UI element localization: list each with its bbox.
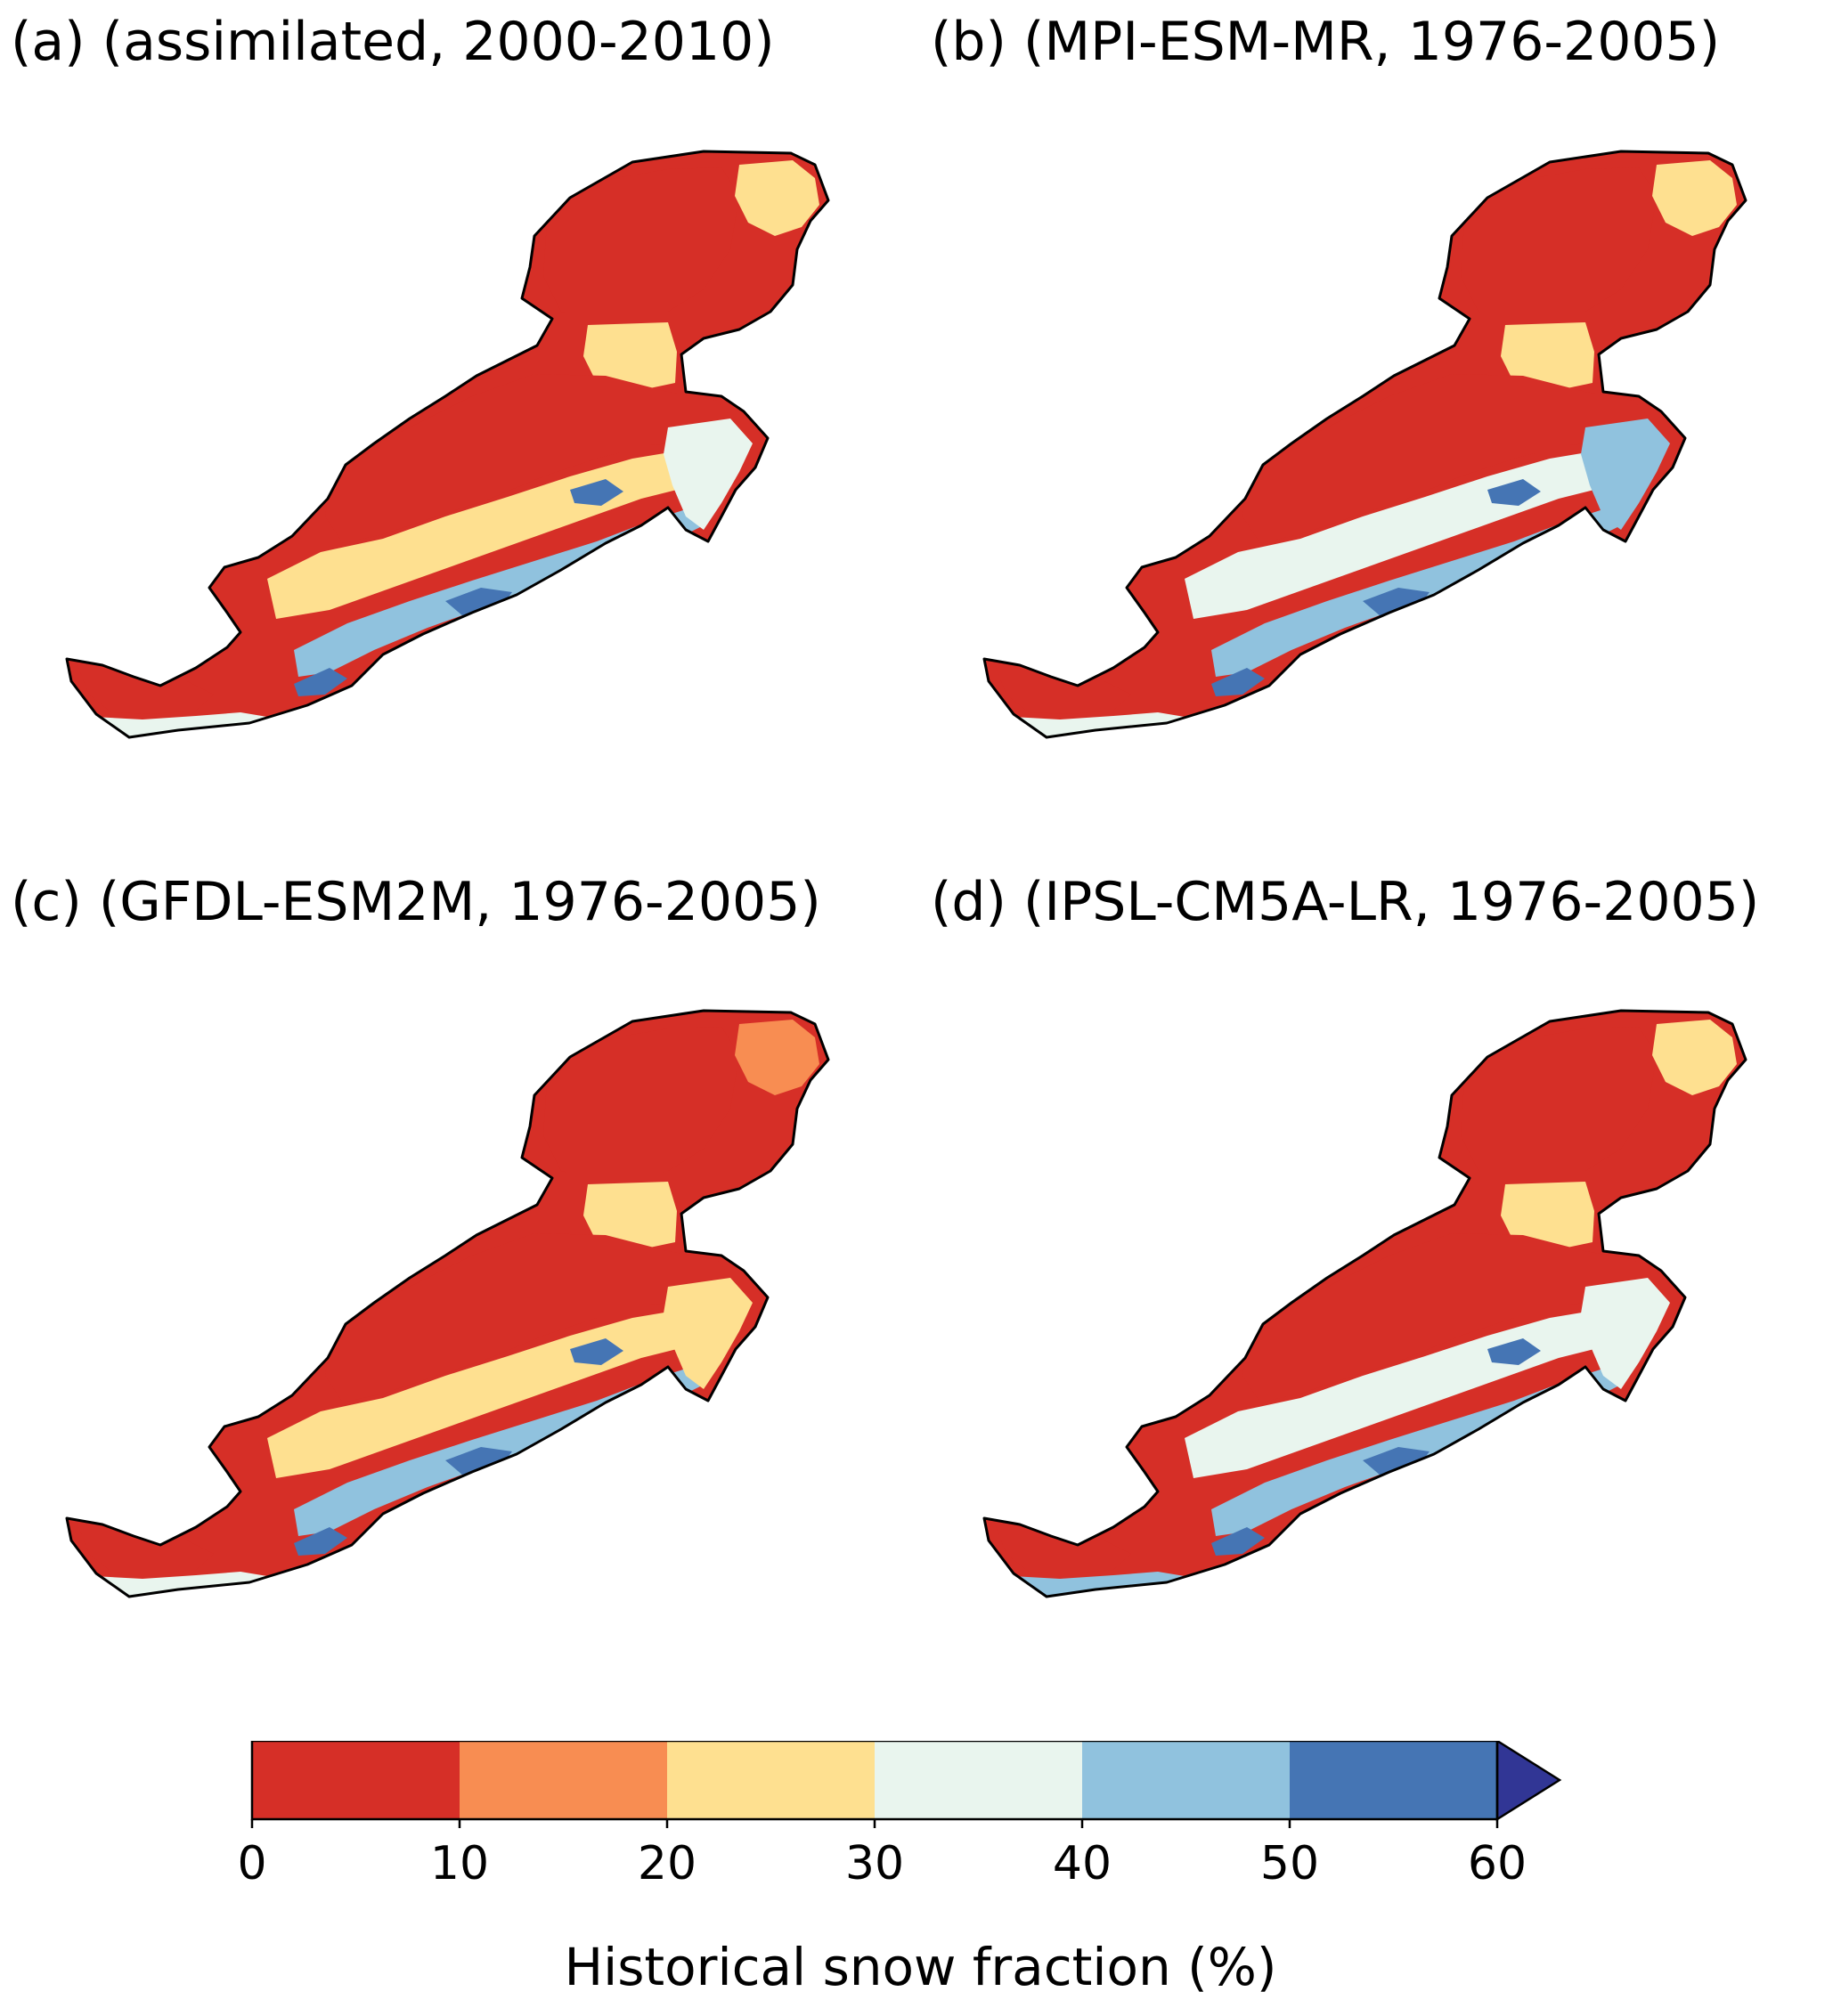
snow-fraction-region-south-deep-spots <box>294 1338 623 1556</box>
snow-fraction-region-north-lobe <box>1461 1027 1657 1184</box>
snow-fraction-region-east-arm <box>1581 1278 1670 1389</box>
colorbar-segment <box>1082 1741 1290 1819</box>
snow-fraction-region-north-east-edge <box>1652 160 1737 236</box>
colorbar <box>250 1741 1562 1828</box>
snow-fraction-region-southwest-edge <box>94 712 267 737</box>
snow-fraction-region-neck <box>1501 322 1594 390</box>
basin-outline <box>982 150 1747 739</box>
snow-fraction-region-east-arm <box>1581 419 1670 530</box>
snow-fraction-region-southwest-lobe <box>993 661 1131 714</box>
panel-b-title: (b) (MPI-ESM-MR, 1976-2005) <box>931 11 1721 73</box>
panel-d-title: (d) (IPSL-CM5A-LR, 1976-2005) <box>931 871 1760 933</box>
panel-a-map <box>65 150 830 739</box>
snow-fraction-region-east-arm <box>664 1278 753 1389</box>
snow-fraction-region-north-east-edge <box>1652 1020 1737 1095</box>
snow-fraction-region-south-deep-spots <box>294 479 623 696</box>
panel-d-map <box>982 1009 1747 1598</box>
snow-fraction-region-upper-central <box>325 374 739 543</box>
colorbar-segment <box>667 1741 875 1819</box>
panel-a-title: (a) (assimilated, 2000-2010) <box>11 11 775 73</box>
colorbar-tick-label: 20 <box>637 1837 697 1890</box>
snow-fraction-region-southwest-edge <box>94 1572 267 1597</box>
colorbar-tick-label: 0 <box>237 1837 267 1890</box>
colorbar-segment <box>252 1741 460 1819</box>
colorbar-label: Historical snow fraction (%) <box>564 1937 1277 1997</box>
snow-fraction-region-southwest-edge <box>1011 1572 1185 1597</box>
colorbar-segment <box>460 1741 667 1819</box>
snow-fraction-region-southwest-edge <box>1011 712 1185 737</box>
colorbar-extend-arrow <box>1495 1741 1562 1822</box>
basin-outline <box>982 1009 1747 1598</box>
snow-fraction-region-north-lobe <box>543 1027 739 1184</box>
colorbar-tick-label: 60 <box>1467 1837 1527 1890</box>
basin-outline <box>65 150 830 739</box>
panel-b-map <box>982 150 1747 739</box>
colorbar-segment <box>1290 1741 1497 1819</box>
snow-fraction-region-north-east-edge <box>735 1020 819 1095</box>
snow-fraction-region-neck <box>1501 1182 1594 1249</box>
snow-fraction-region-upper-central <box>1242 1233 1657 1402</box>
snow-fraction-region-southwest-lobe <box>76 1520 214 1573</box>
snow-fraction-region-southwest-lobe <box>76 661 214 714</box>
colorbar-tick-label: 40 <box>1052 1837 1112 1890</box>
panel-c-title: (c) (GFDL-ESM2M, 1976-2005) <box>11 871 821 933</box>
basin-outline <box>65 1009 830 1598</box>
snow-fraction-region-neck <box>583 322 677 390</box>
snow-fraction-region-north-lobe <box>1461 167 1657 325</box>
colorbar-tick-label: 10 <box>429 1837 490 1890</box>
panel-c-map <box>65 1009 830 1598</box>
snow-fraction-region-south-deep-spots <box>1211 479 1541 696</box>
colorbar-tick-label: 50 <box>1259 1837 1320 1890</box>
snow-fraction-region-north-lobe <box>543 167 739 325</box>
snow-fraction-region-neck <box>583 1182 677 1249</box>
colorbar-tick-label: 30 <box>844 1837 905 1890</box>
snow-fraction-region-south-deep-spots <box>1211 1338 1541 1556</box>
snow-fraction-region-southwest-lobe <box>993 1520 1131 1573</box>
snow-fraction-region-east-arm <box>664 419 753 530</box>
snow-fraction-region-upper-central <box>325 1233 739 1402</box>
colorbar-segment <box>875 1741 1082 1819</box>
snow-fraction-region-north-east-edge <box>735 160 819 236</box>
snow-fraction-region-upper-central <box>1242 374 1657 543</box>
